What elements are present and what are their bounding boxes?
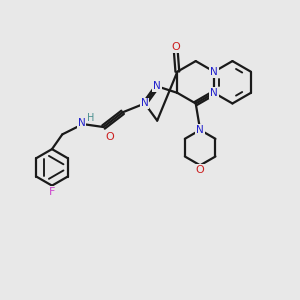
Text: N: N <box>210 67 218 77</box>
Text: N: N <box>141 98 148 109</box>
Text: N: N <box>210 88 218 98</box>
Text: O: O <box>105 132 114 142</box>
Text: O: O <box>196 165 205 175</box>
Text: N: N <box>153 81 161 91</box>
Text: N: N <box>78 118 85 128</box>
Text: O: O <box>172 42 180 52</box>
Text: H: H <box>87 112 94 123</box>
Text: F: F <box>49 187 55 197</box>
Text: N: N <box>196 125 204 135</box>
